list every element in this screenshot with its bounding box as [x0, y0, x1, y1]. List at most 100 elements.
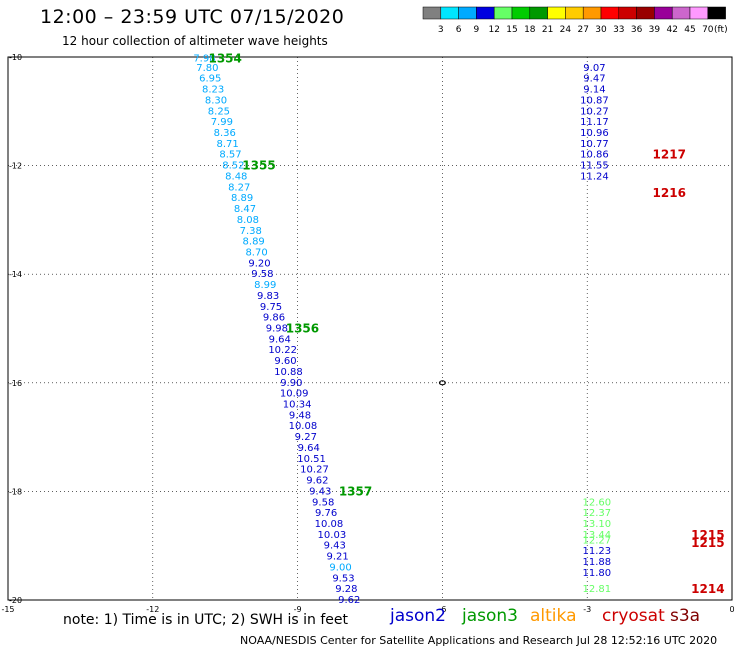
- swh-point-label: 13.44: [583, 530, 612, 541]
- chart-subtitle: 12 hour collection of altimeter wave hei…: [62, 34, 328, 48]
- swh-point-label: 10.27: [300, 465, 329, 476]
- colorbar-unit: (ft): [714, 25, 728, 35]
- swh-point-label: 10.08: [289, 421, 318, 432]
- swh-point-label: 9.20: [248, 258, 270, 269]
- swh-point-label: 12.81: [583, 584, 612, 595]
- y-tick-label: -14: [9, 270, 22, 279]
- y-tick-label: -16: [9, 379, 22, 388]
- swh-point-label: 8.89: [231, 193, 253, 204]
- plot-frame: [7, 56, 733, 601]
- swh-point-label: 8.08: [237, 215, 259, 226]
- swh-point-label: 9.43: [324, 541, 346, 552]
- swh-point-label: 9.62: [338, 595, 360, 606]
- colorbar-label: 6: [456, 25, 462, 35]
- colorbar-label: 12: [488, 25, 499, 35]
- swh-point-label: 9.07: [583, 63, 605, 74]
- swh-point-label: 10.27: [580, 106, 609, 117]
- legend-entry-jason2: jason2: [390, 606, 446, 626]
- legend-entry-jason3: jason3: [462, 606, 518, 626]
- x-tick-label: 0: [729, 605, 734, 614]
- colorbar-label: 39: [649, 25, 661, 35]
- swh-point-label: 9.27: [295, 432, 317, 443]
- swh-point-label: 9.28: [335, 584, 357, 595]
- colorbar: 3 6 9 12 15 18 21 24 27 30 33 36 39 42 45 70 (ft): [422, 6, 728, 35]
- swh-point-label: 9.53: [332, 573, 354, 584]
- swh-point-label: 8.99: [254, 280, 276, 291]
- swh-point-label: 8.27: [228, 182, 250, 193]
- colorbar-label: 21: [542, 25, 553, 35]
- swh-point-label: 9.47: [583, 74, 605, 85]
- swh-point-label: 11.55: [580, 161, 609, 172]
- colorbar-swatch: [707, 6, 726, 20]
- colorbar-label: 70: [702, 25, 714, 35]
- x-tick-label: -3: [583, 605, 591, 614]
- swh-point-label: 7.38: [240, 226, 262, 237]
- swh-point-label: 11.17: [580, 117, 609, 128]
- chart-title: 12:00 – 23:59 UTC 07/15/2020: [40, 6, 345, 28]
- pass-number-label: 1357: [339, 484, 372, 498]
- credit-text: NOAA/NESDIS Center for Satellite Applica…: [240, 634, 718, 647]
- y-tick-label: -18: [9, 487, 22, 496]
- swh-point-label: 8.57: [219, 150, 241, 161]
- swh-point-label: 8.23: [202, 85, 224, 96]
- legend-entry-cryosat: cryosat: [602, 606, 665, 626]
- swh-point-label: 12.37: [583, 508, 612, 519]
- swh-point-label: 8.89: [243, 237, 265, 248]
- y-tick-label: -12: [9, 162, 22, 171]
- colorbar-label: 9: [474, 25, 480, 35]
- swh-point-label: 10.03: [318, 530, 347, 541]
- swh-point-label: 9.43: [309, 486, 331, 497]
- colorbar-label: 45: [684, 25, 695, 35]
- swh-point-label: 10.22: [268, 345, 297, 356]
- colorbar-label: 36: [631, 25, 643, 35]
- y-tick-label: -10: [9, 53, 22, 62]
- swh-point-label: 8.71: [216, 139, 238, 150]
- x-tick-label: -15: [1, 605, 14, 614]
- x-tick-label: -6: [438, 605, 446, 614]
- colorbar-label: 24: [560, 25, 572, 35]
- pass-number-label: 1355: [242, 159, 275, 173]
- swh-point-label: 12.27: [583, 535, 612, 546]
- swh-point-label: 6.95: [199, 74, 221, 85]
- x-tick-label: -9: [294, 605, 302, 614]
- pass-number-label: 1217: [653, 148, 686, 162]
- swh-point-label: 8.48: [225, 171, 247, 182]
- swh-point-label: 10.34: [283, 400, 312, 411]
- swh-point-label: 9.14: [583, 85, 605, 96]
- swh-point-label: 10.09: [280, 389, 309, 400]
- colorbar-label: 30: [595, 25, 607, 35]
- swh-point-label: 10.86: [580, 150, 609, 161]
- note-text: note: 1) Time is in UTC; 2) SWH is in fe…: [63, 612, 349, 628]
- pass-number-label: 1215: [691, 528, 724, 542]
- swh-point-label: 8.52: [222, 161, 244, 172]
- swh-point-label: 11.24: [580, 171, 609, 182]
- swh-point-label: 9.90: [280, 378, 302, 389]
- swh-point-label: 9.60: [274, 356, 296, 367]
- swh-point-label: 9.64: [269, 334, 291, 345]
- swh-point-label: 9.75: [260, 302, 282, 313]
- swh-point-label: 9.62: [306, 476, 328, 487]
- swh-point-label: 9.76: [315, 508, 337, 519]
- swh-point-label: 10.96: [580, 128, 609, 139]
- swh-point-label: 10.08: [315, 519, 344, 530]
- pass-number-label: 1215: [691, 536, 724, 550]
- swh-point-label: 9.98: [266, 324, 288, 335]
- x-tick-label: -12: [146, 605, 159, 614]
- colorbar-label: 42: [666, 25, 677, 35]
- swh-point-label: 8.36: [214, 128, 236, 139]
- pass-number-label: 1356: [286, 322, 319, 336]
- colorbar-label: 27: [577, 25, 588, 35]
- colorbar-label: 33: [613, 25, 624, 35]
- y-tick-label: -20: [9, 596, 22, 605]
- swh-point-label: 10.88: [274, 367, 303, 378]
- legend-entry-s3a: s3a: [670, 606, 701, 626]
- pass-number-label: 1354: [208, 52, 241, 66]
- swh-point-label: 9.86: [263, 313, 285, 324]
- coastline-feature: [438, 380, 446, 386]
- swh-point-label: 9.58: [251, 269, 273, 280]
- swh-point-label: 7.80: [196, 63, 218, 74]
- swh-point-label: 7.98: [193, 54, 215, 65]
- legend-entry-altika: altika: [530, 606, 577, 626]
- colorbar-label: 3: [438, 25, 444, 35]
